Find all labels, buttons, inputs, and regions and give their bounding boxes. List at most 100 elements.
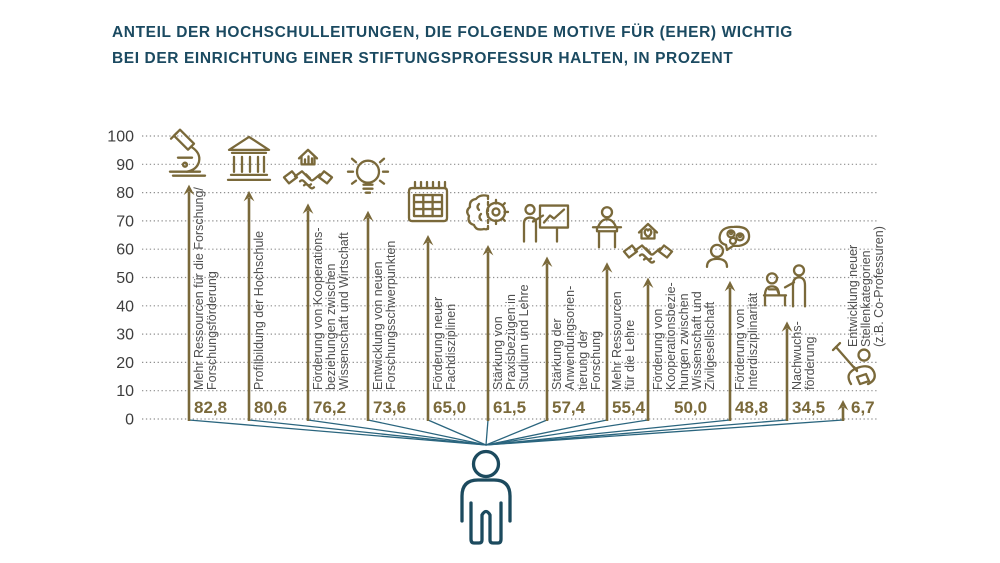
item-label-8: Förderung vonKooperationsbezie-hungen zw…	[651, 282, 717, 390]
value-label-6: 57,4	[552, 398, 586, 417]
microscope-icon-part	[181, 161, 189, 168]
mentoring-icon-part	[767, 288, 781, 296]
flag-person-icon	[831, 341, 876, 386]
arrow-head-6	[541, 256, 553, 268]
value-label-11: 6,7	[851, 398, 875, 417]
brain-gear-icon-part	[466, 194, 490, 231]
flag-person-icon-part	[847, 365, 876, 386]
fan-line-2	[307, 419, 487, 446]
person-torso-legs	[469, 501, 503, 545]
interdisciplinary-speech-icon-part	[718, 225, 751, 252]
title-line-1: ANTEIL DER HOCHSCHULLEITUNGEN, DIE FOLGE…	[112, 24, 793, 41]
flag-person-icon-part	[852, 365, 859, 372]
presentation-icon-part	[542, 208, 566, 224]
brain-gear-icon-part	[491, 207, 501, 217]
item-label-5: Stärkung vonPraxisbezügen inStudium und …	[491, 284, 531, 390]
interdisciplinary-speech-icon-part	[737, 234, 743, 239]
person-figure	[460, 449, 512, 545]
chart-title: ANTEIL DER HOCHSCHULLEITUNGEN, DIE FOLGE…	[112, 20, 793, 73]
arrow-head-11	[837, 400, 849, 411]
title-line-2: BEI DER EINRICHTUNG EINER STIFTUNGSPROFE…	[112, 50, 734, 68]
interdisciplinary-speech-icon-part	[728, 236, 738, 246]
axis-tick-60: 60	[116, 242, 134, 259]
handshake-economy-icon	[282, 148, 334, 190]
item-label-7: Mehr Ressourcenfür die Lehre	[610, 291, 637, 390]
lectern-icon	[591, 206, 623, 249]
brain-gear-icon-part	[501, 217, 506, 222]
axis-tick-70: 70	[116, 213, 134, 230]
fan-line-1	[248, 419, 487, 446]
handshake-society-icon-part	[640, 229, 656, 240]
mentoring-icon-part	[792, 264, 806, 277]
lectern-icon-part	[600, 206, 614, 219]
item-label-4: Förderung neuerFachdisziplinen	[431, 297, 458, 390]
university-building-icon	[226, 135, 272, 182]
item-label-6: Stärkung derAnwendungsorien-tierung derF…	[550, 286, 603, 390]
value-label-4: 65,0	[433, 398, 466, 417]
presentation-icon-part	[531, 214, 545, 223]
lectern-icon-part	[596, 218, 618, 229]
arrow-head-5	[482, 244, 494, 256]
value-label-3: 73,6	[373, 398, 406, 417]
item-label-1: Profilbildung der Hochschule	[252, 231, 266, 390]
flag-person-icon-part	[831, 341, 842, 352]
item-label-9: Förderung vonInterdisziplinarität	[733, 292, 760, 390]
mentoring-icon	[762, 264, 807, 308]
microscope-icon-part	[172, 128, 196, 151]
calendar-icon	[407, 180, 449, 223]
interdisciplinary-speech-icon	[705, 225, 751, 269]
value-label-0: 82,8	[194, 398, 227, 417]
item-label-11: Entwicklung neuerStellenkategorien(z.B. …	[846, 226, 886, 347]
axis-tick-80: 80	[116, 185, 134, 202]
fan-line-5	[485, 419, 489, 446]
value-label-8: 50,0	[674, 398, 707, 417]
brain-gear-icon-part	[476, 202, 481, 212]
handshake-society-icon-part	[638, 253, 653, 261]
presentation-icon-part	[538, 204, 570, 229]
axis-tick-40: 40	[116, 298, 134, 315]
axis-tick-30: 30	[116, 327, 134, 344]
lightbulb-icon	[346, 157, 390, 194]
brain-gear-icon-part	[501, 202, 506, 207]
calendar-icon-part	[412, 193, 444, 218]
interdisciplinary-speech-icon-part	[728, 231, 734, 236]
handshake-society-icon-part	[657, 244, 674, 259]
lightbulb-icon-part	[350, 179, 358, 185]
arrow-head-4	[422, 235, 434, 246]
item-label-3: Entwicklung von neuenForschungsschwerpun…	[371, 241, 398, 390]
lightbulb-icon-part	[378, 157, 386, 164]
handshake-society-icon-part	[643, 228, 653, 239]
value-label-10: 34,5	[792, 398, 825, 417]
arrow-head-9	[724, 280, 736, 292]
arrow-head-1	[243, 190, 255, 202]
axis-tick-90: 90	[116, 157, 134, 174]
item-label-10: Nachwuchs-förderung	[790, 321, 817, 390]
axis-tick-50: 50	[116, 270, 134, 287]
value-label-2: 76,2	[313, 398, 346, 417]
brain-gear-icon	[466, 194, 510, 231]
fan-line-6	[485, 419, 548, 446]
interdisciplinary-speech-icon-part	[709, 243, 725, 259]
person-head	[471, 449, 501, 479]
axis-tick-20: 20	[116, 355, 134, 372]
axis-tick-0: 0	[125, 412, 134, 429]
microscope-icon-part	[169, 131, 179, 140]
university-building-icon-part	[227, 135, 271, 152]
lightbulb-icon-part	[350, 157, 358, 164]
handshake-society-icon-part	[642, 257, 656, 264]
item-label-0: Mehr Ressourcen für die Forschung/Forsch…	[192, 187, 219, 390]
interdisciplinary-speech-icon-part	[705, 257, 729, 269]
mentoring-icon-part	[765, 272, 779, 285]
flag-person-icon-part	[857, 348, 871, 362]
interdisciplinary-speech-icon-part	[735, 232, 745, 242]
handshake-economy-icon-part	[282, 170, 299, 185]
handshake-economy-icon-part	[298, 179, 313, 187]
microscope-icon	[168, 128, 207, 177]
fan-line-0	[188, 419, 487, 446]
axis-tick-10: 10	[116, 383, 134, 400]
handshake-society-icon	[622, 222, 674, 264]
arrow-head-0	[183, 184, 195, 196]
person-shoulders-arms	[460, 478, 512, 523]
